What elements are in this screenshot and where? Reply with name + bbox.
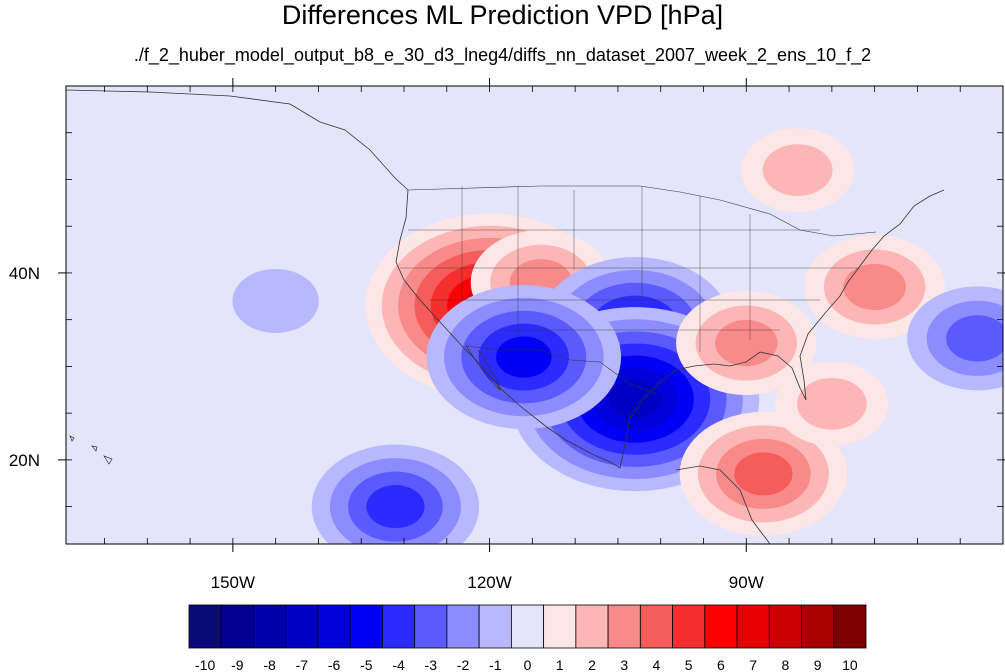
x-axis: 150W 120W 90W <box>211 78 764 592</box>
anomaly-contour-6-3 <box>715 319 778 367</box>
coastline-layer <box>66 89 945 544</box>
colorbar-swatch <box>607 604 641 649</box>
y-axis: 40N 20N <box>9 264 1005 470</box>
colorbar-swatch <box>414 604 448 649</box>
colorbar-swatch <box>672 604 706 649</box>
colorbar-label: 8 <box>782 657 790 672</box>
map-frame <box>65 85 1004 545</box>
y-tick-label: 20N <box>9 451 40 470</box>
mexico-border <box>465 345 657 395</box>
hawaii-islands <box>69 435 113 465</box>
colorbar-label: 2 <box>588 657 596 672</box>
colorbar-label: -9 <box>231 657 244 672</box>
colorbar-swatch <box>736 604 770 649</box>
yucatan-coastline <box>675 465 771 544</box>
baja-peninsula <box>465 345 501 391</box>
colorbar-swatch <box>575 604 609 649</box>
colorbar-swatch <box>382 604 416 649</box>
y-tick-label: 40N <box>9 264 40 283</box>
colorbar-label: -4 <box>392 657 405 672</box>
colorbar-swatch <box>801 604 835 649</box>
colorbar-swatch <box>220 604 254 649</box>
x-tick-label: 120W <box>467 573 511 592</box>
colorbar-label: -10 <box>195 657 215 672</box>
colorbar-label: -8 <box>263 657 276 672</box>
x-tick-label: 150W <box>211 573 255 592</box>
colorbar-label: -7 <box>296 657 309 672</box>
minor-ticks <box>66 85 1004 544</box>
colorbar-swatch <box>543 604 577 649</box>
anomaly-layer <box>232 128 1003 544</box>
anomaly-contour-10-3 <box>946 315 1003 362</box>
colorbar-label: 4 <box>653 657 661 672</box>
colorbar-swatch <box>285 604 319 649</box>
state-lines <box>400 186 860 352</box>
colorbar-swatch <box>188 604 222 649</box>
anomaly-contour-5-4 <box>366 485 425 529</box>
colorbar-label: 0 <box>524 657 532 672</box>
colorbar-label: -3 <box>425 657 438 672</box>
colorbar-swatch <box>510 604 545 649</box>
anomaly-contour-4-5 <box>496 336 552 378</box>
colorbar: -10 -9 -8 -7 -6 -5 -4 -3 -2 -1 0 1 2 3 4 5 6 7 8 9 10 <box>188 604 867 672</box>
colorbar-label: 7 <box>749 657 757 672</box>
colorbar-swatch <box>833 604 867 649</box>
anomaly-contour-12-1 <box>232 268 319 333</box>
north-america-coastline <box>66 89 945 469</box>
colorbar-label: -5 <box>360 657 373 672</box>
anomaly-contour-11-2 <box>762 144 833 196</box>
anomaly-contour-9-3 <box>843 263 906 311</box>
colorbar-label: 5 <box>685 657 693 672</box>
anomaly-contour-8-2 <box>796 377 867 430</box>
colorbar-swatch <box>349 604 383 649</box>
colorbar-label: 6 <box>717 657 725 672</box>
chart-subtitle: ./f_2_huber_model_output_b8_e_30_d3_lneg… <box>133 45 872 65</box>
colorbar-label: 10 <box>842 657 858 672</box>
colorbar-swatch <box>478 604 512 649</box>
colorbar-label: -2 <box>457 657 470 672</box>
us-border <box>407 185 877 237</box>
colorbar-swatch <box>704 604 738 649</box>
anomaly-contour-7-4 <box>734 452 793 496</box>
colorbar-label: -1 <box>489 657 502 672</box>
colorbar-swatch <box>317 604 351 649</box>
colorbar-swatch <box>446 604 480 649</box>
colorbar-swatch <box>639 604 673 649</box>
chart-title: Differences ML Prediction VPD [hPa] <box>281 0 724 30</box>
colorbar-swatch <box>253 604 287 649</box>
colorbar-label: -6 <box>328 657 341 672</box>
colorbar-label: 3 <box>620 657 628 672</box>
colorbar-swatch <box>768 604 802 649</box>
x-tick-label: 90W <box>729 573 764 592</box>
colorbar-label: 9 <box>814 657 822 672</box>
anomaly-contour-3-7 <box>608 379 662 419</box>
colorbar-label: 1 <box>556 657 564 672</box>
